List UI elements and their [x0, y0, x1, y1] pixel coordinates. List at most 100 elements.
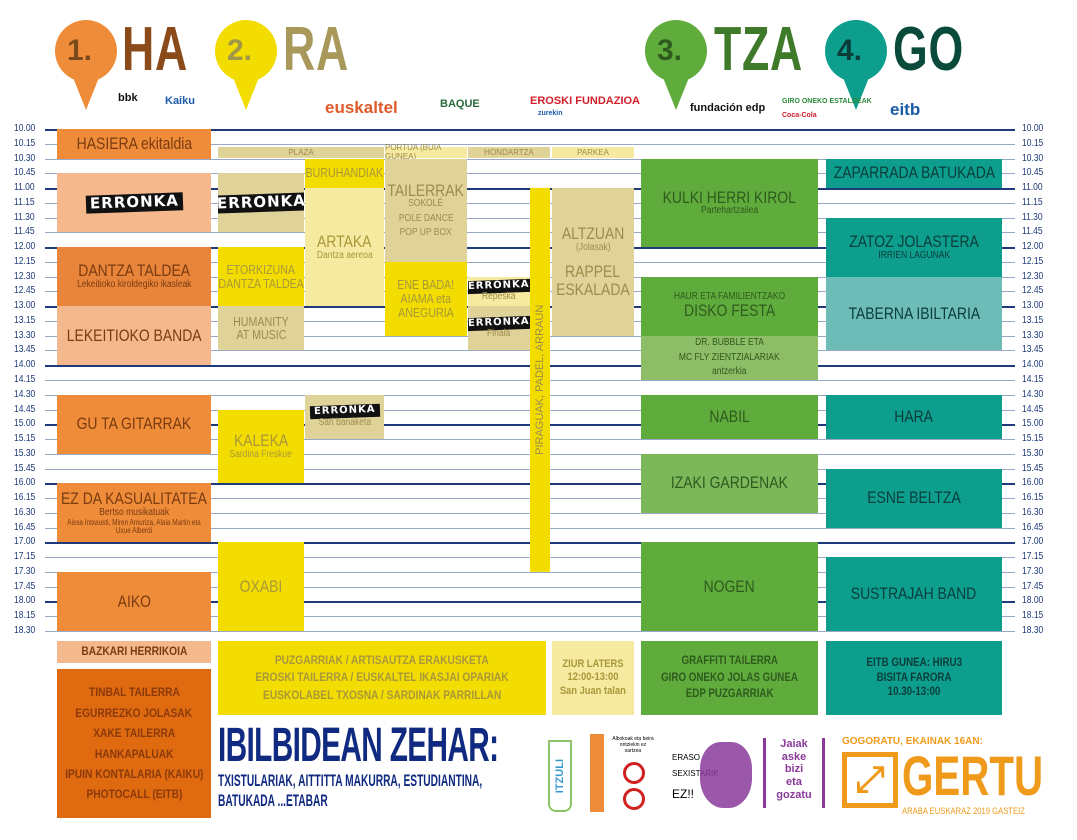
event-title-line-2: DANTZA TALDEA: [218, 275, 304, 291]
section-label: HA: [122, 15, 188, 84]
list-item: ZIUR LATERS: [562, 658, 624, 671]
time-label-left: 12.30: [14, 270, 36, 282]
event-block[interactable]: IZAKI GARDENAK: [641, 453, 818, 513]
ziur-laters-box: ZIUR LATERS 12:00-13:00 San Juan talan: [552, 641, 634, 715]
event-block[interactable]: ERRONKA: [57, 173, 211, 233]
time-label-left: 12.45: [14, 285, 36, 297]
event-title: ETORKIZUNA: [226, 261, 296, 277]
event-block[interactable]: ALTZUAN (Jolasak) RAPPEL ESKALADA: [552, 188, 634, 336]
event-block[interactable]: BURUHANDIAK: [305, 158, 384, 189]
time-gridline: [45, 631, 1015, 632]
time-label-right: 10.45: [1022, 167, 1044, 179]
event-block[interactable]: HAUR ETA FAMILIENTZAKO DISKO FESTA: [641, 276, 818, 336]
gertu-arrows-icon: ⤢: [842, 752, 898, 808]
section-number: 3.: [657, 34, 683, 67]
event-block[interactable]: EZ DA KASUALITATEA Bertso musikatuak Aissa…: [57, 483, 211, 543]
list-item: EROSKI TAILERRA / EUSKALTEL IKASJAI OPAR…: [255, 670, 509, 685]
event-title: ENE BADA!: [397, 277, 455, 293]
time-label-right: 17.00: [1022, 536, 1044, 548]
event-title: DANTZA TALDEA: [78, 261, 190, 281]
time-label-left: 16.45: [14, 521, 36, 533]
event-block[interactable]: KALEKA Sardina Freskue: [218, 409, 304, 484]
event-block[interactable]: ERRONKA: [218, 173, 304, 233]
list-item: TINBAL TAILERRA: [88, 685, 180, 700]
event-block[interactable]: GU TA GITARRAK: [57, 394, 211, 454]
event-block[interactable]: HASIERA ekitaldia: [57, 129, 211, 159]
venue-header: HONDARTZA: [468, 146, 550, 158]
time-label-right: 18.30: [1022, 625, 1044, 636]
time-label-right: 12.00: [1022, 241, 1044, 253]
event-block[interactable]: ETORKIZUNA DANTZA TALDEA: [218, 247, 304, 307]
time-label-left: 14.15: [14, 374, 36, 385]
event-block[interactable]: TAILERRAK SOKOLÉ POLE DANCE POP UP BOX: [385, 158, 467, 262]
time-label-right: 12.15: [1022, 255, 1044, 267]
event-block[interactable]: DANTZA TALDEA Lekeitioko kiroldegiko ikas…: [57, 247, 211, 307]
yellow-activities-box: PUZGARRIAK / ARTISAUTZA ERAKUSKETA EROSKI…: [218, 641, 546, 715]
section-number: 1.: [67, 34, 93, 67]
eraso-line: ERASO: [672, 753, 701, 762]
event-block[interactable]: HUMANITY AT MUSIC: [218, 306, 304, 351]
event-block[interactable]: KULKI HERRI KIROL Partehartzailea: [641, 158, 818, 248]
event-block[interactable]: HARA: [826, 394, 1002, 440]
event-block[interactable]: ERRONKA Repeska: [468, 276, 530, 307]
event-title: KALEKA: [233, 431, 289, 451]
event-title: ESNE BELTZA: [867, 488, 961, 508]
event-block[interactable]: AIKO: [57, 571, 211, 631]
no-glass-icon: [623, 788, 645, 810]
time-gridline: [45, 571, 1015, 573]
sponsor-logo: BAQUE: [440, 98, 480, 110]
event-block[interactable]: ERRONKA Finala: [468, 306, 530, 351]
time-label-left: 14.45: [14, 403, 36, 415]
event-title: BURUHANDIAK: [305, 165, 384, 181]
time-label-right: 10.15: [1022, 137, 1044, 149]
bazkari-label: BAZKARI HERRIKOIA: [81, 644, 187, 659]
event-subtitle: Lekeitioko kiroldegiko ikasleak: [76, 279, 192, 291]
time-gridline: [45, 616, 1015, 618]
sponsor-logo: Kaiku: [165, 95, 195, 107]
event-block[interactable]: DR. BUBBLE ETA MC FLY ZIENTZIALARIAK antze…: [641, 335, 818, 380]
event-block[interactable]: NOGEN: [641, 542, 818, 631]
event-title: IZAKI GARDENAK: [671, 473, 788, 493]
event-title: HUMANITY: [233, 313, 289, 329]
time-label-left: 15.00: [14, 418, 36, 430]
jaiak-line: Jaiak: [780, 738, 808, 750]
sponsor-logo: euskaltel: [325, 98, 398, 117]
gertu-logo-text: GERTU: [902, 744, 1044, 807]
event-block[interactable]: ARTAKA Dantza aereoa: [305, 188, 384, 307]
section-label: GO: [893, 15, 964, 84]
event-block[interactable]: LEKEITIOKO BANDA: [57, 306, 211, 366]
event-title: GU TA GITARRAK: [76, 414, 192, 434]
event-block[interactable]: ZAPARRADA BATUKADA: [826, 158, 1002, 189]
time-label-right: 14.45: [1022, 403, 1044, 415]
event-block[interactable]: NABIL: [641, 394, 818, 440]
time-gridline: [45, 601, 1015, 604]
event-title: ZATOZ JOLASTERA: [849, 231, 979, 251]
green-activities-box: GRAFFITI TAILERRA GIRO ONEKO JOLAS GUNEA E…: [641, 641, 818, 715]
event-subtitle: Repeska: [482, 291, 516, 303]
time-label-right: 11.15: [1022, 196, 1043, 208]
time-label-left: 11.45: [14, 226, 35, 238]
time-label-right: 13.30: [1022, 329, 1044, 341]
event-block[interactable]: ESNE BELTZA: [826, 468, 1002, 528]
event-block[interactable]: ZATOZ JOLASTERA IRRIEN LAGUNAK: [826, 217, 1002, 277]
time-label-left: 17.45: [14, 580, 36, 592]
itzuli-label: ITZULI: [554, 758, 566, 794]
time-label-right: 13.15: [1022, 314, 1044, 326]
time-gridline: [45, 158, 1015, 160]
time-label-right: 14.15: [1022, 374, 1044, 385]
time-label-left: 16.30: [14, 506, 36, 518]
sponsor-logo: fundación edp: [690, 102, 766, 114]
time-gridline: [45, 586, 1015, 588]
location-pin-icon: [215, 20, 277, 110]
time-label-left: 15.45: [14, 462, 36, 474]
time-label-right: 17.30: [1022, 565, 1044, 577]
event-block[interactable]: OXABI: [218, 542, 304, 631]
event-block[interactable]: ERRONKA Sari banaketa: [305, 394, 384, 440]
event-block[interactable]: ENE BADA! AIAMA eta ANEGURIA: [385, 261, 467, 336]
event-title-line-4: ESKALADA: [556, 280, 630, 300]
event-block[interactable]: TABERNA IBILTARIA: [826, 276, 1002, 351]
eraso-line: SEXISTARIK: [672, 769, 719, 778]
event-block[interactable]: SUSTRAJAH BAND: [826, 557, 1002, 631]
event-subtitle-line-3: POLE DANCE: [398, 212, 454, 224]
itzuli-logo: ITZULI: [548, 740, 572, 812]
